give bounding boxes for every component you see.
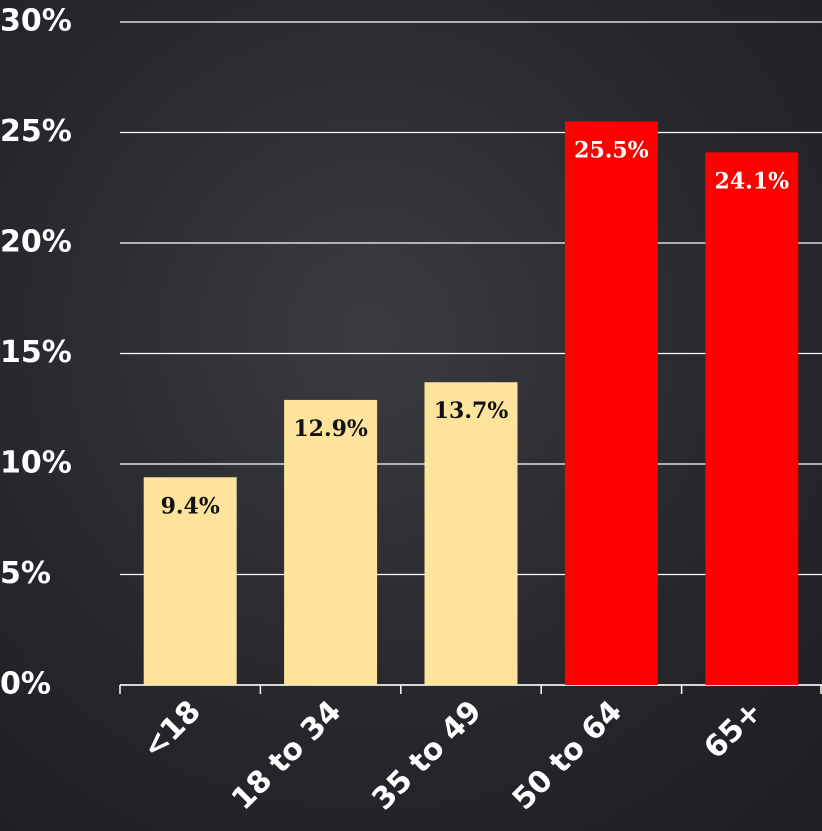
y-tick-label: 15% [0,335,72,370]
bar [705,152,799,685]
y-tick-label: 25% [0,114,72,149]
bar [143,477,237,685]
y-tick-label: 20% [0,225,72,260]
y-tick-label: 5% [0,556,51,591]
y-tick-label: 10% [0,446,72,481]
value-label: 13.7% [434,398,509,424]
value-label: 12.9% [293,416,368,442]
value-label: 9.4% [161,493,220,519]
value-label: 24.1% [715,168,790,194]
bar [284,399,378,685]
value-label: 25.5% [574,137,649,163]
bar [424,382,518,685]
y-tick-label: 0% [0,667,51,702]
y-tick-label: 30% [0,4,72,39]
bar [564,121,658,685]
